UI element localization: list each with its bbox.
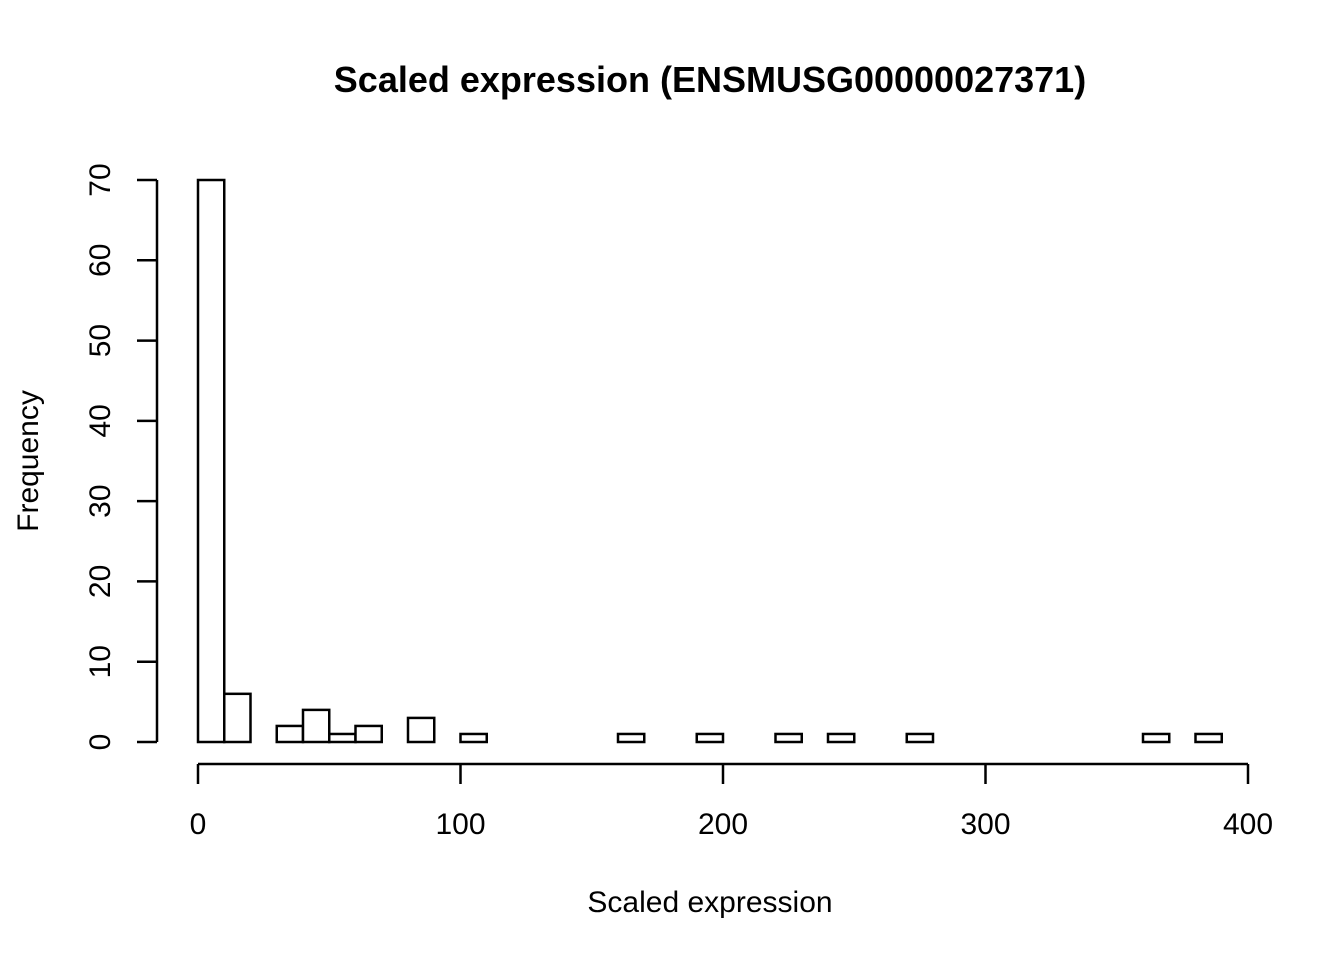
histogram-bar	[1141, 732, 1171, 744]
y-axis-label: Frequency	[12, 390, 45, 532]
histogram-bar	[328, 732, 357, 744]
y-tick-label: 40	[84, 404, 117, 437]
histogram-bar	[616, 732, 646, 744]
histogram-bar	[275, 724, 305, 744]
y-tick-label: 30	[84, 484, 117, 517]
histogram-bar	[406, 716, 436, 744]
histogram-bar	[196, 178, 226, 744]
x-tick-label: 200	[698, 808, 748, 841]
histogram-bar	[459, 732, 488, 744]
x-tick-label: 0	[190, 808, 207, 841]
chart-title: Scaled expression (ENSMUSG00000027371)	[334, 59, 1086, 100]
x-tick-label: 300	[960, 808, 1010, 841]
x-tick-label: 400	[1223, 808, 1273, 841]
x-axis-label: Scaled expression	[587, 886, 832, 919]
y-tick-label: 20	[84, 565, 117, 598]
y-axis: 0 10 20 30 40 50 60 70	[84, 163, 159, 751]
x-axis: 0 100 200 300 400	[190, 762, 1273, 841]
histogram-bar	[223, 692, 252, 744]
y-tick-label: 10	[84, 645, 117, 678]
histogram-bar	[1194, 732, 1223, 744]
histogram-bar	[905, 732, 935, 744]
y-tick-label: 0	[84, 734, 117, 751]
histogram-bars	[196, 178, 1223, 744]
histogram-bar	[354, 724, 383, 744]
histogram-bar	[301, 708, 331, 744]
y-tick-label: 60	[84, 244, 117, 277]
histogram-bar	[774, 732, 803, 744]
y-tick-label: 50	[84, 324, 117, 357]
y-tick-label: 70	[84, 163, 117, 196]
x-tick-label: 100	[435, 808, 485, 841]
histogram-bar	[695, 732, 725, 744]
histogram-bar	[826, 732, 856, 744]
